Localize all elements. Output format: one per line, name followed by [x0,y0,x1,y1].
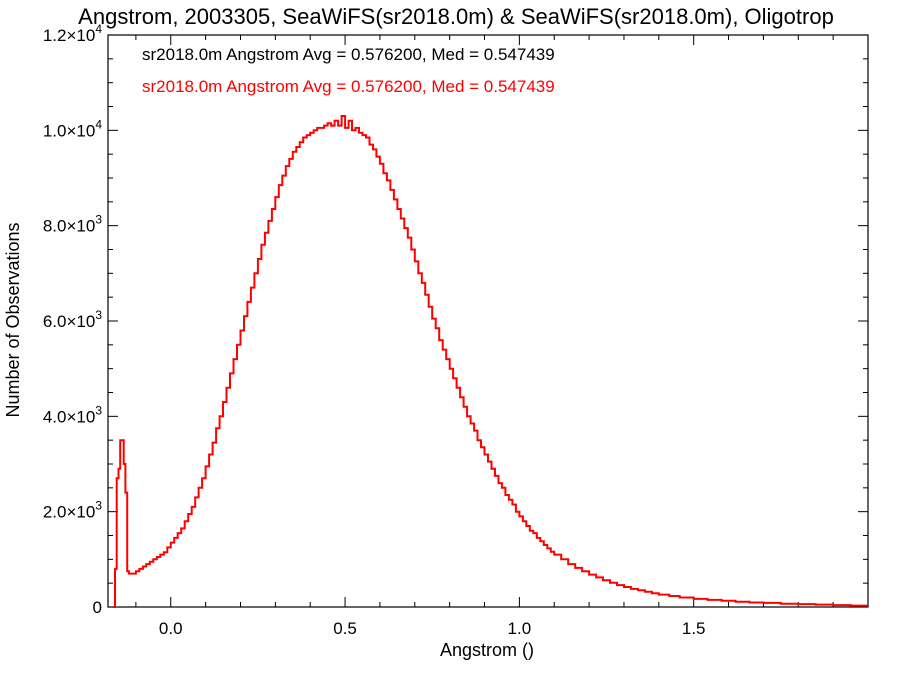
y-tick-label: 6.0×103 [43,308,102,331]
histogram-series-line [113,115,868,608]
y-axis-ticks: 0 2.0×103 4.0×103 6.0×103 8.0×103 1.0×104 1.2×… [43,22,868,617]
x-axis-ticks: 0.0 0.5 1.0 1.5 [135,35,869,638]
series-layer [113,115,868,608]
y-tick-label: 2.0×103 [43,499,102,522]
legend-entry-black: sr2018.0m Angstrom Avg = 0.576200, Med =… [142,45,555,64]
y-tick-label: 1.0×104 [43,117,102,140]
x-axis-label: Angstrom () [440,640,534,660]
plot-frame [107,34,869,608]
y-tick-label: 0 [93,598,102,617]
y-tick-label: 8.0×103 [43,213,102,236]
x-tick-label: 1.5 [682,619,706,638]
chart-title: Angstrom, 2003305, SeaWiFS(sr2018.0m) & … [78,4,834,29]
x-tick-label: 1.0 [508,619,532,638]
y-tick-label: 4.0×103 [43,403,102,426]
y-axis-label: Number of Observations [3,222,23,417]
x-tick-label: 0.5 [333,619,357,638]
y-tick-label: 1.2×104 [43,22,102,45]
x-tick-label: 0.0 [159,619,183,638]
legend: sr2018.0m Angstrom Avg = 0.576200, Med =… [142,45,555,96]
legend-entry-red: sr2018.0m Angstrom Avg = 0.576200, Med =… [142,77,555,96]
